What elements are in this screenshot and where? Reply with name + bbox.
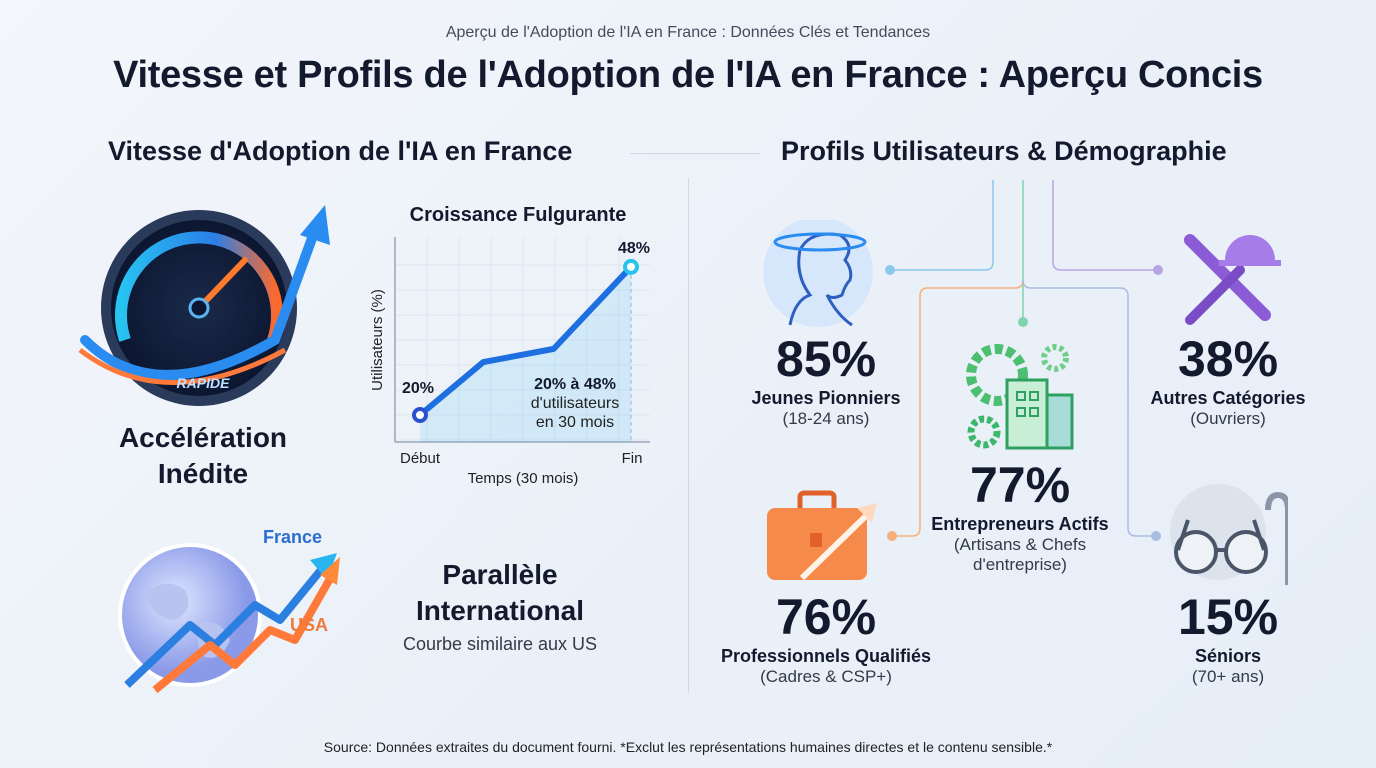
x-tick-start: Début bbox=[400, 450, 441, 467]
briefcase-arrow-icon bbox=[767, 490, 877, 581]
profile-label: Jeunes Pionniers bbox=[751, 388, 901, 408]
profile-young: 85% Jeunes Pionniers (18-24 ans) bbox=[716, 330, 936, 429]
x-tick-end: Fin bbox=[622, 450, 643, 467]
acceleration-line1: Accélération bbox=[118, 422, 288, 453]
profile-detail: (18-24 ans) bbox=[782, 409, 870, 428]
profile-label: Entrepreneurs Actifs bbox=[931, 514, 1109, 534]
tools-hardhat-icon bbox=[1184, 234, 1281, 325]
section-title-speed: Vitesse d'Adoption de l'IA en France bbox=[108, 136, 573, 166]
usa-label: USA bbox=[290, 615, 328, 635]
international-title: Parallèle International bbox=[380, 557, 620, 629]
profile-detail: (Artisans & Chefs bbox=[953, 535, 1087, 554]
gauge-label: RAPIDE bbox=[177, 375, 231, 391]
gears-building-icon bbox=[966, 344, 1074, 450]
profile-professionals: 76% Professionnels Qualifiés (Cadres & C… bbox=[706, 588, 946, 687]
profile-detail: (70+ ans) bbox=[1191, 667, 1265, 686]
speedometer-icon: RAPIDE bbox=[78, 205, 330, 406]
profile-detail: (Cadres & CSP+) bbox=[760, 667, 892, 686]
profile-value: 15% bbox=[1177, 589, 1279, 645]
data-label-start: 20% bbox=[402, 380, 434, 397]
annotation-line3: en 30 mois bbox=[536, 414, 614, 431]
profile-detail: (Ouvriers) bbox=[1190, 409, 1266, 428]
international-line2: International bbox=[415, 595, 584, 626]
international-line1: Parallèle bbox=[442, 559, 558, 590]
profile-label: Professionnels Qualifiés bbox=[720, 646, 932, 666]
profile-seniors: 15% Séniors (70+ ans) bbox=[1118, 588, 1338, 687]
profile-value: 38% bbox=[1177, 331, 1279, 387]
profile-label: Séniors bbox=[1194, 646, 1262, 666]
young-person-icon bbox=[763, 220, 873, 327]
acceleration-title: Accélération Inédite bbox=[80, 420, 326, 492]
source-footer: Source: Données extraites du document fo… bbox=[323, 739, 1053, 755]
profile-workers: 38% Autres Catégories (Ouvriers) bbox=[1118, 330, 1338, 429]
page-title: Vitesse et Profils de l'Adoption de l'IA… bbox=[113, 54, 1263, 96]
section-title-profiles: Profils Utilisateurs & Démographie bbox=[781, 136, 1227, 166]
profile-entrepreneurs: 77% Entrepreneurs Actifs (Artisans & Che… bbox=[910, 456, 1130, 575]
international-caption: Courbe similaire aux US bbox=[402, 634, 598, 654]
connector-lines bbox=[885, 180, 1163, 541]
profile-value: 77% bbox=[969, 457, 1071, 513]
data-label-end: 48% bbox=[618, 240, 650, 257]
data-point bbox=[412, 407, 428, 423]
y-axis-label: Utilisateurs (%) bbox=[369, 289, 386, 391]
subtitle: Aperçu de l'Adoption de l'IA en France :… bbox=[445, 24, 931, 41]
annotation-line1: 20% à 48% bbox=[534, 376, 616, 393]
france-label: France bbox=[263, 527, 322, 547]
divider bbox=[630, 153, 760, 154]
acceleration-line2: Inédite bbox=[157, 458, 249, 489]
profile-label: Autres Catégories bbox=[1150, 388, 1306, 408]
divider bbox=[688, 178, 689, 693]
data-point bbox=[623, 258, 639, 275]
chart-series-line bbox=[418, 264, 634, 418]
profile-value: 76% bbox=[775, 589, 877, 645]
annotation-line2: d'utilisateurs bbox=[531, 395, 619, 412]
globe-trend-icon: France USA bbox=[118, 527, 340, 694]
glasses-cane-icon bbox=[1170, 484, 1288, 585]
chart-title: Croissance Fulgurante bbox=[410, 204, 627, 226]
profile-value: 85% bbox=[775, 331, 877, 387]
x-axis-label: Temps (30 mois) bbox=[468, 470, 579, 487]
growth-chart: Croissance Fulgurante 20% 48% 20% à 48% … bbox=[369, 204, 650, 487]
profile-detail-2: d'entreprise) bbox=[973, 555, 1067, 574]
